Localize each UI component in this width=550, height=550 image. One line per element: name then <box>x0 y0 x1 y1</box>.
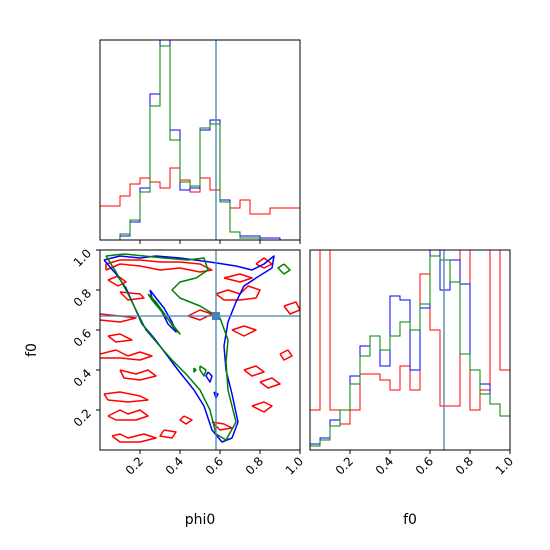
f0-hist-tick-label: 0.6 <box>413 454 436 477</box>
f0-tick-label: 0.6 <box>71 326 94 349</box>
x-axis-title-f0: f0 <box>403 512 417 528</box>
phi0-hist-red-series <box>100 167 300 240</box>
contour-red-20 <box>283 301 300 315</box>
contour-red-10 <box>159 429 177 439</box>
contour-red-15 <box>231 325 257 337</box>
phi0-hist-green-series <box>100 45 300 240</box>
x-axis-title-phi0: phi0 <box>185 512 216 528</box>
f0-hist-tick-label: 1.0 <box>493 454 516 477</box>
contour-red-3 <box>100 313 137 323</box>
contour-red-14 <box>223 273 253 283</box>
contour-red-19 <box>251 401 273 413</box>
contour-red-2 <box>119 291 145 301</box>
contour-red-0 <box>105 259 213 273</box>
contour-green-2 <box>199 365 207 377</box>
phi0-histogram-frame <box>99 39 301 241</box>
f0-tick-label: 1.0 <box>71 246 94 269</box>
f0-tick-label: 0.8 <box>71 286 94 309</box>
contour-green-1 <box>147 293 181 335</box>
contour-red-8 <box>107 409 149 421</box>
f0-hist-tick-label: 0.2 <box>333 454 356 477</box>
phi0-tick-label: 0.4 <box>163 454 186 477</box>
phi0-histogram-panel <box>99 39 301 244</box>
contour-red-1 <box>107 275 127 287</box>
contour-green-0 <box>105 253 237 441</box>
contour-red-7 <box>103 391 149 403</box>
phi0-tick-label: 1.0 <box>283 454 306 477</box>
y-axis-title-f0: f0 <box>24 343 40 357</box>
f0-hist-tick-label: 0.4 <box>373 454 396 477</box>
contour-red-11 <box>179 415 193 425</box>
f0-tick-label: 0.2 <box>71 406 94 429</box>
f0-tick-label: 0.4 <box>71 366 94 389</box>
phi0-tick-label: 0.6 <box>203 454 226 477</box>
contour-green-3 <box>193 367 197 373</box>
contour-red-5 <box>100 349 153 361</box>
truth-marker <box>212 312 220 320</box>
f0-histogram-frame <box>309 249 511 451</box>
phi0-tick-label: 0.8 <box>243 454 266 477</box>
contour-frame <box>99 249 301 451</box>
contour-red-9 <box>111 433 157 443</box>
contour-green-4 <box>277 263 291 275</box>
contour-red-6 <box>119 369 157 381</box>
contour-red-4 <box>107 333 133 343</box>
f0-hist-tick-label: 0.8 <box>453 454 476 477</box>
contour-red-21 <box>279 349 293 361</box>
contour-red-16 <box>243 365 265 377</box>
f0-histogram-panel: 0.2 0.4 0.6 0.8 1.0 <box>309 249 516 478</box>
contour-red-17 <box>259 377 281 389</box>
phi0-tick-label: 0.2 <box>123 454 146 477</box>
f0-hist-green-series <box>310 255 510 450</box>
contour-red-13 <box>215 285 261 301</box>
contour-blue-2 <box>205 371 213 383</box>
phi0-f0-contour-panel: 0.2 0.2 0.4 0.4 0.6 0.6 0.8 0.8 1.0 1.0 <box>71 246 306 477</box>
